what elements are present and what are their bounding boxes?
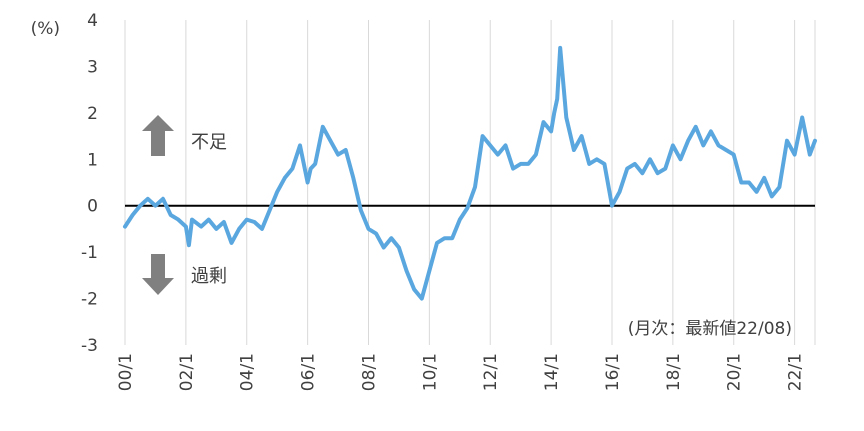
y-tick-label: 0 [87, 197, 98, 217]
y-tick-label: 1 [87, 150, 98, 170]
y-tick-label: -2 [81, 290, 98, 310]
x-tick-label: 18/1 [664, 353, 684, 391]
x-tick-label: 10/1 [420, 353, 440, 391]
grid-layer [124, 20, 816, 345]
shortage-label: 不足 [191, 132, 227, 153]
axis-layer: 00/1 02/1 04/1 06/1 08/1 10/1 12/1 14/1 16/1 18/1… [81, 11, 806, 391]
y-tick-label: 3 [87, 57, 98, 77]
x-tick-label: 08/1 [359, 353, 379, 391]
frequency-note: (月次：最新値22/08) [628, 319, 792, 339]
x-tick-label: 00/1 [116, 353, 136, 391]
surplus-annotation-down: 過剰 [142, 254, 227, 295]
series-layer [123, 45, 817, 301]
series-line [123, 45, 817, 301]
y-tick-label: -3 [81, 336, 98, 356]
y-tick-label: 4 [87, 11, 98, 31]
excess-label: 過剰 [191, 266, 227, 287]
y-axis-unit: (%) [31, 19, 60, 39]
y-tick-label: 2 [87, 104, 98, 124]
x-tick-label: 14/1 [542, 353, 562, 391]
x-tick-label: 22/1 [786, 353, 806, 391]
x-tick-label: 04/1 [238, 353, 258, 391]
x-tick-label: 06/1 [299, 353, 319, 391]
x-tick-label: 02/1 [177, 353, 197, 391]
down-arrow-icon [142, 254, 174, 295]
up-arrow-icon [142, 115, 174, 156]
x-tick-label: 16/1 [603, 353, 623, 391]
surplus-annotation-up: 不足 [142, 115, 227, 156]
x-tick-label: 12/1 [481, 353, 501, 391]
x-tick-label: 20/1 [725, 353, 745, 391]
y-tick-label: -1 [81, 243, 98, 263]
